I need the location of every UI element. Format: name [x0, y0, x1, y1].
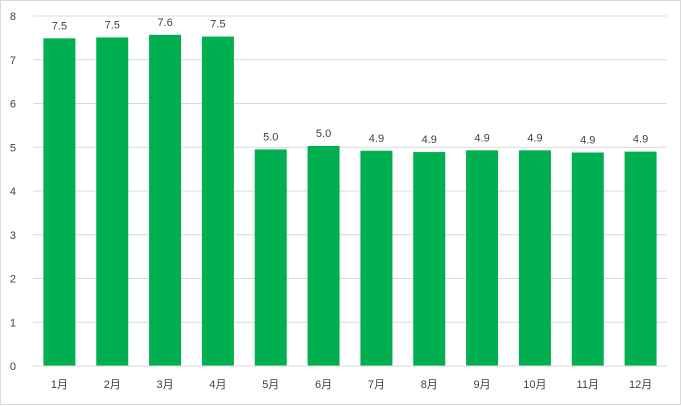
x-tick-label: 4月 [209, 379, 226, 391]
x-tick-label: 11月 [577, 379, 599, 391]
gridlines [33, 15, 667, 323]
x-tick-label: 12月 [629, 379, 652, 391]
y-tick-label: 1 [10, 317, 16, 329]
y-tick-label: 8 [10, 11, 16, 23]
bar [624, 151, 657, 366]
bar [149, 34, 182, 366]
bar [307, 145, 340, 366]
y-tick-label: 5 [10, 142, 16, 154]
data-label: 5.0 [316, 128, 331, 140]
bar [518, 150, 551, 366]
bar [201, 36, 234, 366]
data-label: 5.0 [263, 131, 278, 143]
data-labels: 7.5 7.5 7.6 7.5 5.0 5.0 4.9 4.9 4.9 4.9 4.9 4.9 [52, 17, 648, 147]
y-tick-label: 4 [10, 186, 16, 198]
bars [43, 34, 657, 366]
bar [360, 150, 393, 366]
bar [96, 37, 129, 366]
bar [466, 150, 499, 366]
y-tick-label: 7 [10, 55, 16, 67]
x-tick-label: 7月 [368, 379, 385, 391]
x-tick-label: 10月 [523, 379, 546, 391]
data-label: 4.9 [633, 134, 648, 146]
data-label: 4.9 [527, 132, 542, 144]
y-tick-label: 3 [10, 230, 16, 242]
x-tick-label: 9月 [474, 379, 491, 391]
bar [43, 38, 76, 366]
y-tick-label: 2 [10, 274, 16, 286]
x-tick-label: 5月 [262, 379, 279, 391]
x-tick-label: 1月 [51, 379, 68, 391]
x-axis-ticks: 1月 2月 3月 4月 5月 6月 7月 8月 9月 10月 11月 12月 [51, 379, 652, 391]
data-label: 4.9 [474, 132, 489, 144]
data-label: 4.9 [422, 134, 437, 146]
bar [254, 149, 287, 366]
bar [571, 152, 604, 366]
x-tick-label: 3月 [157, 379, 174, 391]
x-tick-label: 8月 [421, 379, 438, 391]
data-label: 4.9 [580, 135, 595, 147]
y-tick-label: 6 [10, 99, 16, 111]
y-axis-ticks: 0 1 2 3 4 5 6 7 8 [10, 11, 16, 373]
y-tick-label: 0 [10, 361, 16, 373]
x-tick-label: 6月 [315, 379, 332, 391]
data-label: 7.5 [52, 20, 67, 32]
x-tick-label: 2月 [104, 379, 121, 391]
data-label: 7.5 [105, 19, 120, 31]
data-label: 7.6 [157, 17, 172, 29]
bar [413, 152, 446, 366]
data-label: 4.9 [369, 133, 384, 145]
data-label: 7.5 [210, 19, 225, 31]
